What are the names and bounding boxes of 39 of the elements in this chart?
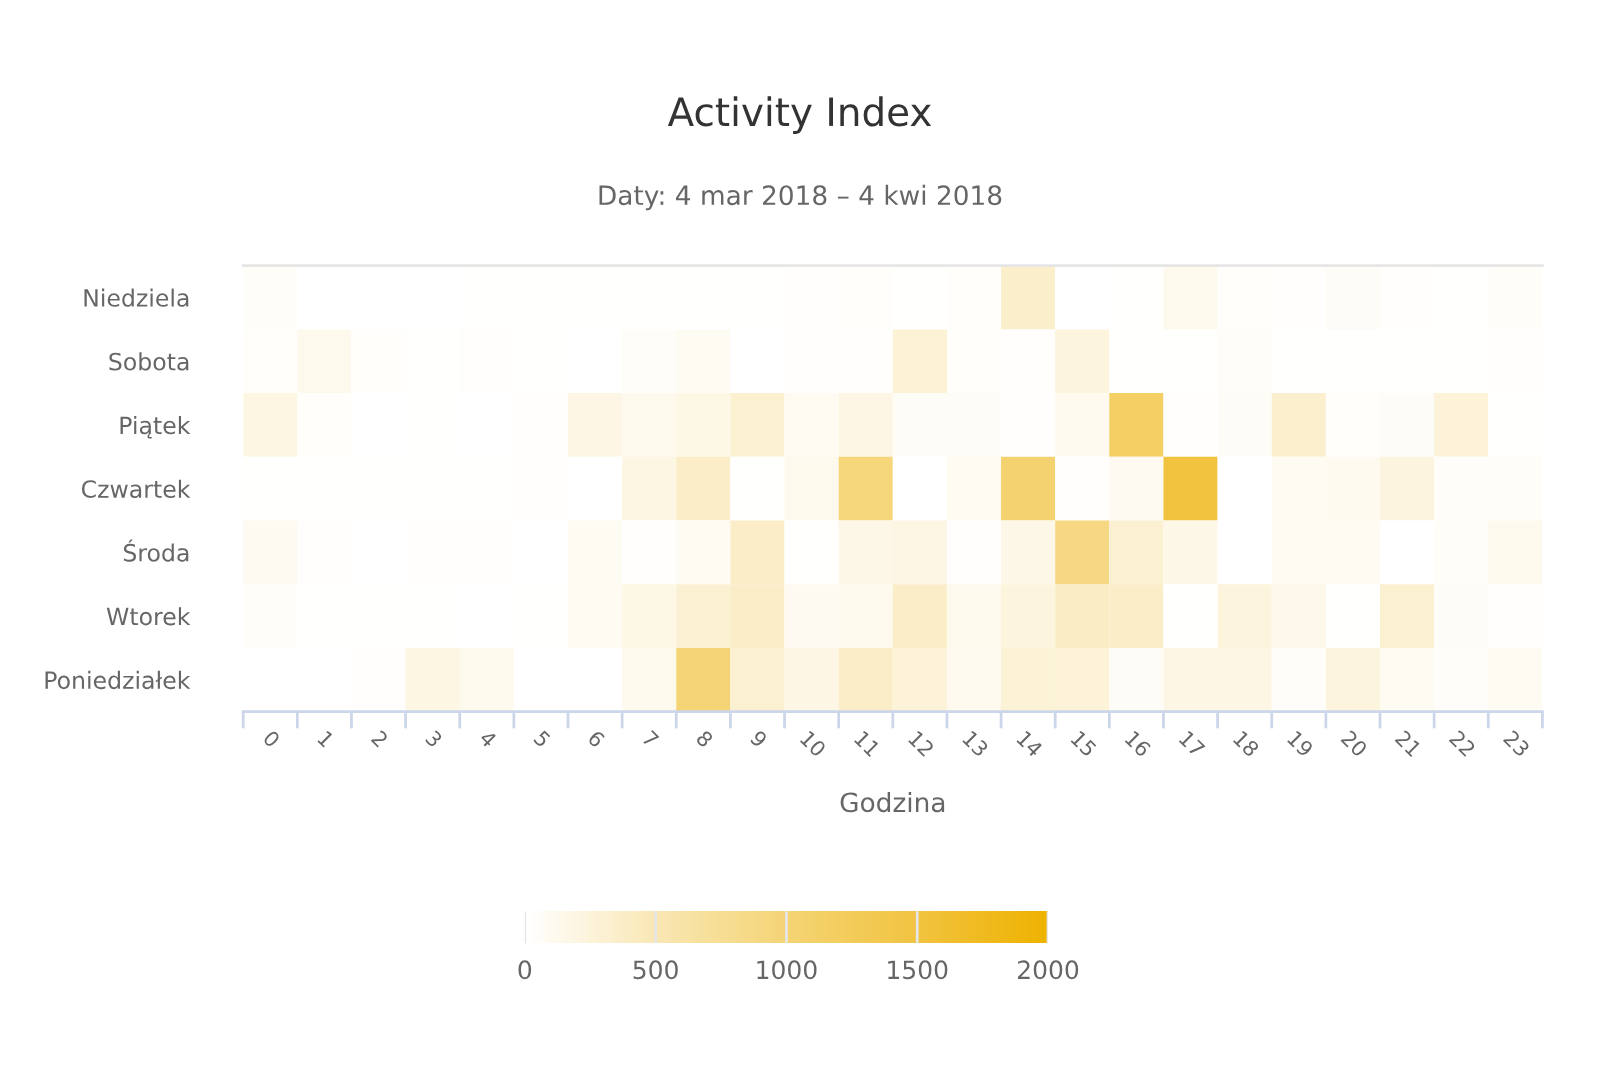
chart-title: Activity Index <box>667 96 932 134</box>
color-bar-label: 2000 <box>1018 960 1079 980</box>
x-tick-label: 4 <box>478 729 498 749</box>
y-tick-label: Niedziela <box>84 288 189 307</box>
x-tick-label: 12 <box>908 730 935 757</box>
x-tick-label: 6 <box>587 729 606 749</box>
y-tick-label: Sobota <box>109 352 189 371</box>
x-axis-title: Godzina <box>840 791 945 813</box>
x-tick-label: 17 <box>1178 730 1206 758</box>
x-tick-label: 9 <box>749 729 768 749</box>
x-tick-label: 22 <box>1448 729 1476 757</box>
x-tick-label: 20 <box>1340 729 1369 758</box>
x-tick-label: 13 <box>961 730 990 758</box>
x-tick-label: 16 <box>1124 730 1152 758</box>
color-bar-label: 500 <box>633 960 678 980</box>
y-tick-label: Piątek <box>120 416 191 439</box>
x-tick-label: 7 <box>641 730 660 748</box>
y-tick-label: Poniedziałek <box>45 670 191 690</box>
chart-subtitle: Daty: 4 mar 2018 – 4 kwi 2018 <box>599 184 1002 211</box>
x-tick-label: 2 <box>370 729 389 748</box>
x-tick-label: 23 <box>1502 729 1531 758</box>
color-bar-label: 1000 <box>757 960 817 980</box>
x-tick-label: 11 <box>853 730 881 757</box>
x-tick-label: 14 <box>1016 730 1044 758</box>
x-tick-label: 10 <box>799 730 827 758</box>
x-tick-label: 19 <box>1286 730 1315 758</box>
y-tick-label: Środa <box>123 539 189 562</box>
x-tick-label: 1 <box>317 730 335 748</box>
x-tick-label: 8 <box>695 729 714 749</box>
x-tick-label: 18 <box>1232 730 1260 758</box>
x-tick-label: 21 <box>1394 729 1422 757</box>
y-tick-label: Wtorek <box>106 607 191 626</box>
x-tick-label: 3 <box>424 729 444 748</box>
x-tick-label: 5 <box>533 729 552 748</box>
x-tick-label: 0 <box>262 729 281 749</box>
y-tick-label: Czwartek <box>81 479 191 498</box>
color-bar-label: 1500 <box>888 960 948 980</box>
x-tick-label: 15 <box>1070 730 1098 758</box>
color-bar-label: 0 <box>518 960 532 980</box>
